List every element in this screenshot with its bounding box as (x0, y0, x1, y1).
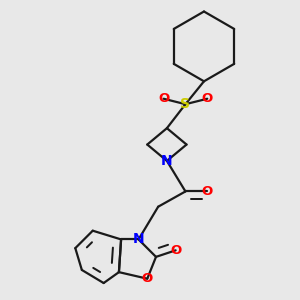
Text: S: S (180, 97, 190, 111)
Text: N: N (161, 154, 173, 168)
Text: N: N (133, 232, 144, 246)
Text: O: O (202, 185, 213, 198)
Text: O: O (142, 272, 153, 285)
Text: O: O (170, 244, 181, 257)
Text: O: O (202, 92, 213, 105)
Text: O: O (158, 92, 169, 105)
